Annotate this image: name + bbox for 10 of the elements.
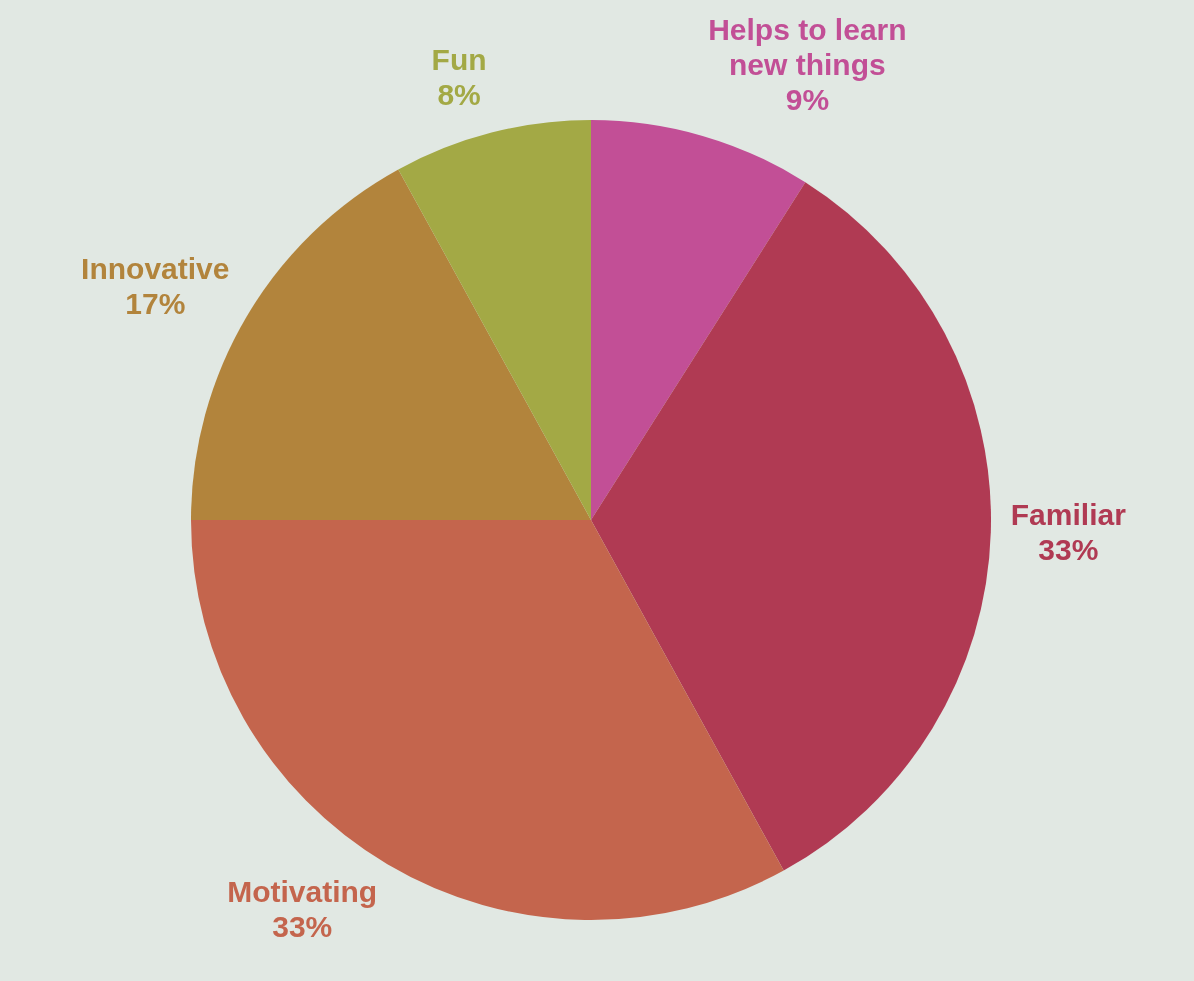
data-label: 33% xyxy=(272,910,333,944)
data-label: 9% xyxy=(785,82,830,116)
slice-label: Fun xyxy=(431,43,487,77)
data-label: 8% xyxy=(437,78,481,112)
data-label: 33% xyxy=(1038,533,1099,567)
slice-label: Helps to learn new things xyxy=(708,12,907,81)
slice-label: Motivating xyxy=(227,875,378,909)
data-label: 17% xyxy=(125,287,186,321)
slice-label: Innovative xyxy=(81,252,230,286)
slice-label: Familiar xyxy=(1010,498,1127,532)
